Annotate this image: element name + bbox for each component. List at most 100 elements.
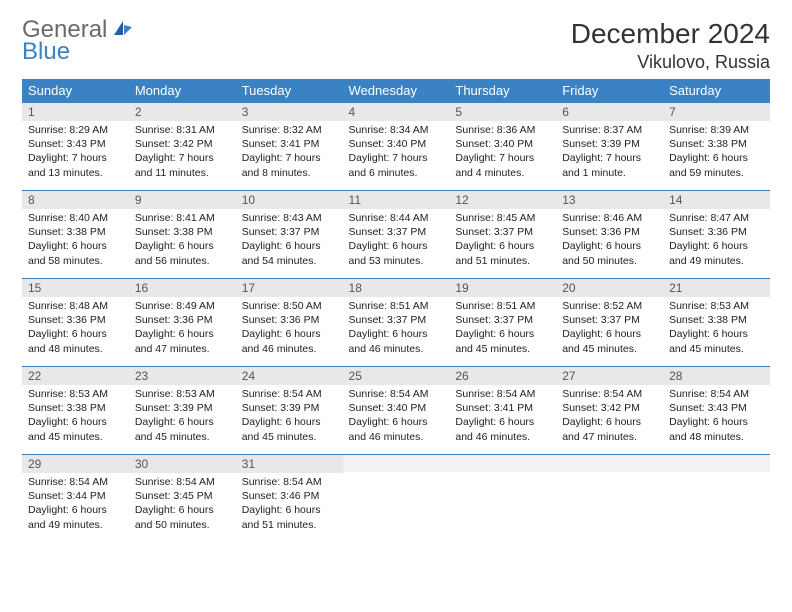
- daylight-text: and 53 minutes.: [349, 254, 444, 268]
- day-number: 14: [663, 190, 770, 209]
- day-details: Sunrise: 8:53 AMSunset: 3:38 PMDaylight:…: [22, 385, 129, 448]
- daylight-text: and 46 minutes.: [242, 342, 337, 356]
- daylight-text: and 50 minutes.: [562, 254, 657, 268]
- daylight-text: and 4 minutes.: [455, 166, 550, 180]
- day-details: Sunrise: 8:54 AMSunset: 3:43 PMDaylight:…: [663, 385, 770, 448]
- day-number: 5: [449, 102, 556, 121]
- sunset-text: Sunset: 3:37 PM: [455, 225, 550, 239]
- calendar-cell: 28Sunrise: 8:54 AMSunset: 3:43 PMDayligh…: [663, 366, 770, 454]
- calendar-cell: 18Sunrise: 8:51 AMSunset: 3:37 PMDayligh…: [343, 278, 450, 366]
- calendar-row: 1Sunrise: 8:29 AMSunset: 3:43 PMDaylight…: [22, 102, 770, 190]
- daylight-text: and 13 minutes.: [28, 166, 123, 180]
- sunrise-text: Sunrise: 8:54 AM: [135, 475, 230, 489]
- daylight-text: Daylight: 6 hours: [28, 503, 123, 517]
- calendar-cell: [449, 454, 556, 542]
- day-number: 9: [129, 190, 236, 209]
- sunrise-text: Sunrise: 8:44 AM: [349, 211, 444, 225]
- sunset-text: Sunset: 3:41 PM: [455, 401, 550, 415]
- sunrise-text: Sunrise: 8:36 AM: [455, 123, 550, 137]
- calendar-cell: 11Sunrise: 8:44 AMSunset: 3:37 PMDayligh…: [343, 190, 450, 278]
- day-details: Sunrise: 8:47 AMSunset: 3:36 PMDaylight:…: [663, 209, 770, 272]
- calendar-row: 8Sunrise: 8:40 AMSunset: 3:38 PMDaylight…: [22, 190, 770, 278]
- calendar-cell: 21Sunrise: 8:53 AMSunset: 3:38 PMDayligh…: [663, 278, 770, 366]
- daylight-text: Daylight: 7 hours: [135, 151, 230, 165]
- day-details: Sunrise: 8:53 AMSunset: 3:38 PMDaylight:…: [663, 297, 770, 360]
- weekday-header-row: Sunday Monday Tuesday Wednesday Thursday…: [22, 79, 770, 102]
- day-number: 6: [556, 102, 663, 121]
- calendar-cell: 27Sunrise: 8:54 AMSunset: 3:42 PMDayligh…: [556, 366, 663, 454]
- calendar-cell: 3Sunrise: 8:32 AMSunset: 3:41 PMDaylight…: [236, 102, 343, 190]
- daylight-text: Daylight: 7 hours: [28, 151, 123, 165]
- day-details: Sunrise: 8:54 AMSunset: 3:46 PMDaylight:…: [236, 473, 343, 536]
- day-number: 29: [22, 454, 129, 473]
- sunrise-text: Sunrise: 8:45 AM: [455, 211, 550, 225]
- weekday-header: Friday: [556, 79, 663, 102]
- daylight-text: Daylight: 6 hours: [28, 239, 123, 253]
- sunrise-text: Sunrise: 8:54 AM: [669, 387, 764, 401]
- calendar-cell: 4Sunrise: 8:34 AMSunset: 3:40 PMDaylight…: [343, 102, 450, 190]
- sunset-text: Sunset: 3:38 PM: [28, 225, 123, 239]
- daylight-text: Daylight: 6 hours: [242, 327, 337, 341]
- calendar-cell: [343, 454, 450, 542]
- daylight-text: and 45 minutes.: [455, 342, 550, 356]
- sunrise-text: Sunrise: 8:31 AM: [135, 123, 230, 137]
- day-number: 30: [129, 454, 236, 473]
- sunset-text: Sunset: 3:40 PM: [349, 401, 444, 415]
- sunset-text: Sunset: 3:36 PM: [135, 313, 230, 327]
- day-details: Sunrise: 8:46 AMSunset: 3:36 PMDaylight:…: [556, 209, 663, 272]
- daylight-text: Daylight: 6 hours: [669, 239, 764, 253]
- sail-icon: [112, 19, 134, 42]
- daylight-text: Daylight: 6 hours: [349, 415, 444, 429]
- calendar-cell: 16Sunrise: 8:49 AMSunset: 3:36 PMDayligh…: [129, 278, 236, 366]
- day-details: Sunrise: 8:51 AMSunset: 3:37 PMDaylight:…: [343, 297, 450, 360]
- calendar-cell: 20Sunrise: 8:52 AMSunset: 3:37 PMDayligh…: [556, 278, 663, 366]
- day-number: 19: [449, 278, 556, 297]
- daylight-text: Daylight: 7 hours: [349, 151, 444, 165]
- sunset-text: Sunset: 3:38 PM: [135, 225, 230, 239]
- calendar-cell: 15Sunrise: 8:48 AMSunset: 3:36 PMDayligh…: [22, 278, 129, 366]
- daylight-text: and 45 minutes.: [135, 430, 230, 444]
- day-number: 23: [129, 366, 236, 385]
- daylight-text: and 46 minutes.: [349, 430, 444, 444]
- sunset-text: Sunset: 3:37 PM: [562, 313, 657, 327]
- weekday-header: Monday: [129, 79, 236, 102]
- empty-day: [556, 454, 663, 472]
- daylight-text: and 51 minutes.: [242, 518, 337, 532]
- sunset-text: Sunset: 3:44 PM: [28, 489, 123, 503]
- sunrise-text: Sunrise: 8:40 AM: [28, 211, 123, 225]
- daylight-text: and 1 minute.: [562, 166, 657, 180]
- daylight-text: and 46 minutes.: [349, 342, 444, 356]
- daylight-text: Daylight: 6 hours: [135, 327, 230, 341]
- day-number: 31: [236, 454, 343, 473]
- calendar-cell: 17Sunrise: 8:50 AMSunset: 3:36 PMDayligh…: [236, 278, 343, 366]
- sunrise-text: Sunrise: 8:54 AM: [242, 475, 337, 489]
- sunset-text: Sunset: 3:40 PM: [455, 137, 550, 151]
- daylight-text: and 45 minutes.: [28, 430, 123, 444]
- sunrise-text: Sunrise: 8:46 AM: [562, 211, 657, 225]
- sunset-text: Sunset: 3:38 PM: [669, 137, 764, 151]
- sunrise-text: Sunrise: 8:47 AM: [669, 211, 764, 225]
- daylight-text: and 47 minutes.: [562, 430, 657, 444]
- location: Vikulovo, Russia: [571, 52, 770, 73]
- day-details: Sunrise: 8:50 AMSunset: 3:36 PMDaylight:…: [236, 297, 343, 360]
- day-details: Sunrise: 8:54 AMSunset: 3:42 PMDaylight:…: [556, 385, 663, 448]
- calendar-cell: [556, 454, 663, 542]
- daylight-text: and 49 minutes.: [28, 518, 123, 532]
- daylight-text: and 49 minutes.: [669, 254, 764, 268]
- day-details: Sunrise: 8:49 AMSunset: 3:36 PMDaylight:…: [129, 297, 236, 360]
- day-details: Sunrise: 8:34 AMSunset: 3:40 PMDaylight:…: [343, 121, 450, 184]
- day-details: Sunrise: 8:39 AMSunset: 3:38 PMDaylight:…: [663, 121, 770, 184]
- sunset-text: Sunset: 3:43 PM: [669, 401, 764, 415]
- sunrise-text: Sunrise: 8:54 AM: [28, 475, 123, 489]
- sunset-text: Sunset: 3:38 PM: [28, 401, 123, 415]
- day-details: Sunrise: 8:31 AMSunset: 3:42 PMDaylight:…: [129, 121, 236, 184]
- day-details: Sunrise: 8:29 AMSunset: 3:43 PMDaylight:…: [22, 121, 129, 184]
- daylight-text: and 59 minutes.: [669, 166, 764, 180]
- sunrise-text: Sunrise: 8:48 AM: [28, 299, 123, 313]
- empty-day: [343, 454, 450, 472]
- day-number: 25: [343, 366, 450, 385]
- day-number: 28: [663, 366, 770, 385]
- calendar-row: 15Sunrise: 8:48 AMSunset: 3:36 PMDayligh…: [22, 278, 770, 366]
- calendar-cell: 12Sunrise: 8:45 AMSunset: 3:37 PMDayligh…: [449, 190, 556, 278]
- calendar-cell: 9Sunrise: 8:41 AMSunset: 3:38 PMDaylight…: [129, 190, 236, 278]
